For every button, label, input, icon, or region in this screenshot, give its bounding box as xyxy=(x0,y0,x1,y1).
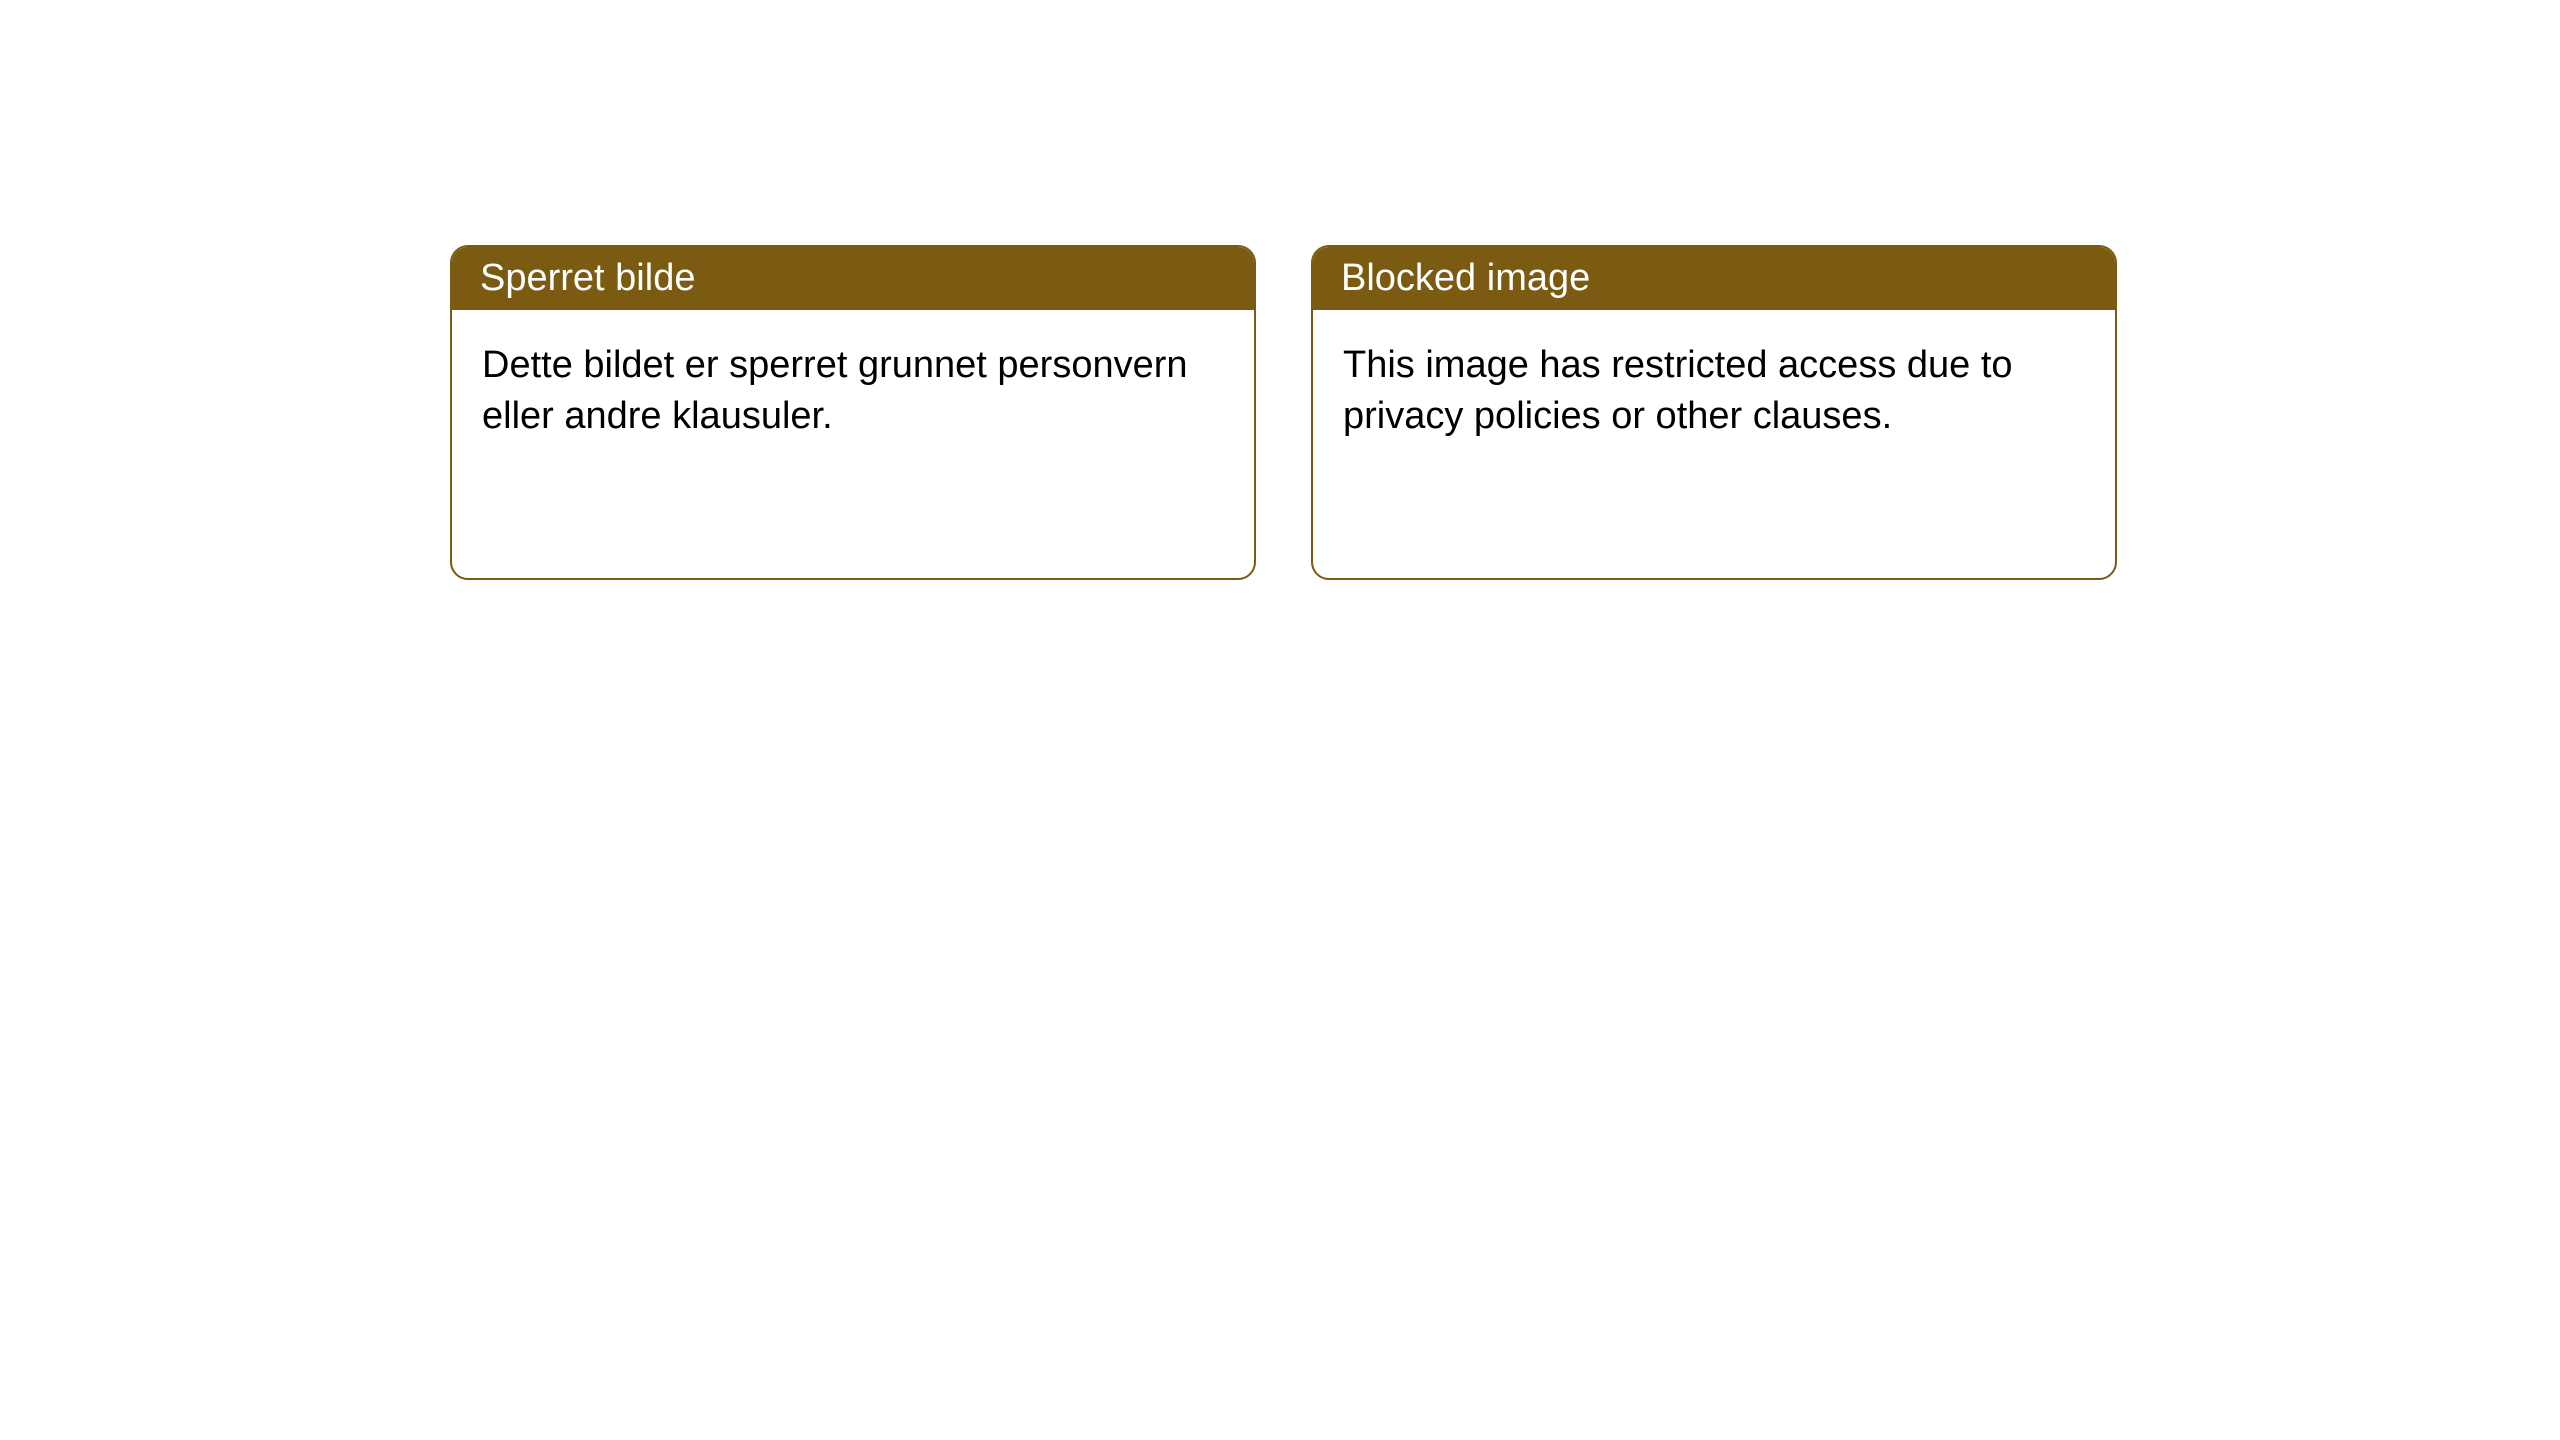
notice-container: Sperret bilde Dette bildet er sperret gr… xyxy=(450,245,2117,580)
card-text: This image has restricted access due to … xyxy=(1343,344,2013,437)
card-text: Dette bildet er sperret grunnet personve… xyxy=(482,344,1188,437)
notice-card-english: Blocked image This image has restricted … xyxy=(1311,245,2117,580)
card-body: Dette bildet er sperret grunnet personve… xyxy=(452,310,1254,473)
card-header: Blocked image xyxy=(1313,247,2115,310)
card-title: Blocked image xyxy=(1341,257,1590,299)
card-body: This image has restricted access due to … xyxy=(1313,310,2115,473)
card-header: Sperret bilde xyxy=(452,247,1254,310)
notice-card-norwegian: Sperret bilde Dette bildet er sperret gr… xyxy=(450,245,1256,580)
card-title: Sperret bilde xyxy=(480,257,695,299)
